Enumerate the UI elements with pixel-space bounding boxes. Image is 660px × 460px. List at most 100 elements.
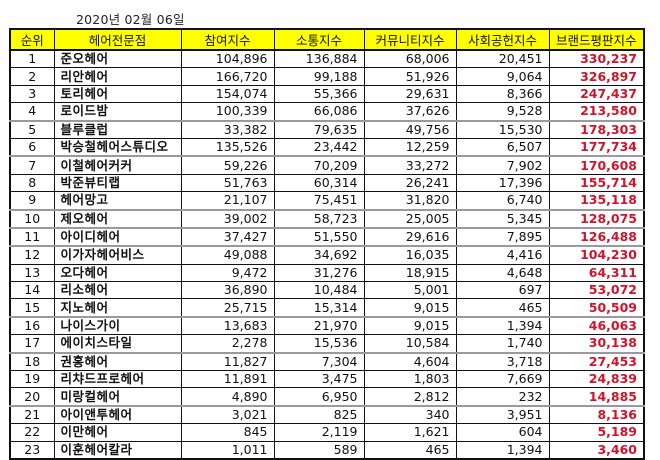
brand-score-cell: 14,885 xyxy=(548,387,645,407)
brand-score-cell: 3,460 xyxy=(548,441,645,460)
participation-cell: 36,890 xyxy=(180,281,275,300)
brand-score-cell: 135,118 xyxy=(548,191,645,211)
salon-name-cell: 나이스가이 xyxy=(53,316,182,336)
social-contribution-cell: 1,394 xyxy=(455,441,550,460)
table-row: 4 로이드밤 100,339 66,086 37,626 9,528 213,580 xyxy=(9,102,645,122)
community-cell: 2,812 xyxy=(363,387,457,407)
participation-cell: 37,427 xyxy=(180,227,275,248)
community-cell: 51,926 xyxy=(363,67,457,86)
table-row: 17 에이치스타일 2,278 15,536 10,584 1,740 30,138 xyxy=(9,334,645,354)
community-cell: 18,915 xyxy=(363,264,457,283)
rank-cell: 10 xyxy=(9,209,55,229)
communication-cell: 58,723 xyxy=(273,209,365,229)
rank-cell: 16 xyxy=(9,316,55,336)
social-contribution-cell: 4,416 xyxy=(455,246,550,265)
communication-cell: 21,970 xyxy=(273,316,365,336)
communication-cell: 51,550 xyxy=(273,227,365,248)
salon-name-cell: 박승철헤어스튜디오 xyxy=(53,138,182,158)
header-brand: 브랜드평판지수 xyxy=(548,28,645,51)
table-row: 5 블루클럽 33,382 79,635 49,756 15,530 178,303 xyxy=(9,120,645,139)
communication-cell: 6,950 xyxy=(273,387,365,407)
table-row: 13 오다헤어 9,472 31,276 18,915 4,648 64,311 xyxy=(9,264,645,283)
rank-cell: 4 xyxy=(9,102,55,122)
brand-score-cell: 50,509 xyxy=(548,298,645,318)
communication-cell: 70,209 xyxy=(273,156,365,175)
social-contribution-cell: 232 xyxy=(455,387,550,407)
community-cell: 25,005 xyxy=(363,209,457,229)
participation-cell: 4,890 xyxy=(180,387,275,407)
social-contribution-cell: 3,951 xyxy=(455,405,550,425)
brand-score-cell: 27,453 xyxy=(548,352,645,372)
community-cell: 1,621 xyxy=(363,423,457,442)
social-contribution-cell: 1,740 xyxy=(455,334,550,354)
participation-cell: 11,827 xyxy=(180,352,275,372)
social-contribution-cell: 9,064 xyxy=(455,67,550,86)
rank-cell: 15 xyxy=(9,298,55,318)
salon-name-cell: 아이앤투헤어 xyxy=(53,405,182,425)
brand-score-cell: 213,580 xyxy=(548,102,645,122)
rank-cell: 19 xyxy=(9,370,55,389)
salon-name-cell: 로이드밤 xyxy=(53,102,182,122)
social-contribution-cell: 7,895 xyxy=(455,227,550,248)
community-cell: 9,015 xyxy=(363,298,457,318)
brand-score-cell: 326,897 xyxy=(548,67,645,86)
community-cell: 340 xyxy=(363,405,457,425)
salon-name-cell: 리소헤어 xyxy=(53,281,182,300)
participation-cell: 25,715 xyxy=(180,298,275,318)
brand-score-cell: 330,237 xyxy=(548,50,645,69)
rank-cell: 13 xyxy=(9,264,55,283)
table-row: 8 박준뷰티랩 51,763 60,314 26,241 17,396 155,714 xyxy=(9,174,645,193)
participation-cell: 100,339 xyxy=(180,102,275,122)
community-cell: 37,626 xyxy=(363,102,457,122)
salon-name-cell: 권홍헤어 xyxy=(53,352,182,372)
table-row: 10 제오헤어 39,002 58,723 25,005 5,345 128,075 xyxy=(9,209,645,229)
participation-cell: 135,526 xyxy=(180,138,275,158)
rank-cell: 11 xyxy=(9,227,55,248)
communication-cell: 31,276 xyxy=(273,264,365,283)
communication-cell: 23,442 xyxy=(273,138,365,158)
table-row: 23 이훈헤어칼라 1,011 589 465 1,394 3,460 xyxy=(9,441,645,460)
participation-cell: 104,896 xyxy=(180,50,275,69)
salon-name-cell: 에이치스타일 xyxy=(53,334,182,354)
rank-cell: 9 xyxy=(9,191,55,211)
salon-name-cell: 지노헤어 xyxy=(53,298,182,318)
social-contribution-cell: 3,718 xyxy=(455,352,550,372)
communication-cell: 589 xyxy=(273,441,365,460)
community-cell: 29,616 xyxy=(363,227,457,248)
table-row: 19 리챠드프로헤어 11,891 3,475 1,803 7,669 24,839 xyxy=(9,370,645,389)
header-rank: 순위 xyxy=(9,28,55,51)
community-cell: 5,001 xyxy=(363,281,457,300)
table-row: 3 토리헤어 154,074 55,366 29,631 8,366 247,437 xyxy=(9,85,645,104)
header-community: 커뮤니티지수 xyxy=(363,28,457,51)
participation-cell: 13,683 xyxy=(180,316,275,336)
social-contribution-cell: 697 xyxy=(455,281,550,300)
social-contribution-cell: 7,902 xyxy=(455,156,550,175)
participation-cell: 166,720 xyxy=(180,67,275,86)
participation-cell: 9,472 xyxy=(180,264,275,283)
brand-score-cell: 53,072 xyxy=(548,281,645,300)
rank-cell: 5 xyxy=(9,120,55,139)
community-cell: 49,756 xyxy=(363,120,457,139)
participation-cell: 59,226 xyxy=(180,156,275,175)
table-row: 20 미랑컬헤어 4,890 6,950 2,812 232 14,885 xyxy=(9,387,645,407)
community-cell: 465 xyxy=(363,441,457,460)
table-row: 18 권홍헤어 11,827 7,304 4,604 3,718 27,453 xyxy=(9,352,645,372)
table-row: 15 지노헤어 25,715 15,314 9,015 465 50,509 xyxy=(9,298,645,318)
participation-cell: 49,088 xyxy=(180,246,275,265)
brand-score-cell: 24,839 xyxy=(548,370,645,389)
communication-cell: 75,451 xyxy=(273,191,365,211)
community-cell: 31,820 xyxy=(363,191,457,211)
participation-cell: 11,891 xyxy=(180,370,275,389)
communication-cell: 7,304 xyxy=(273,352,365,372)
table-row: 16 나이스가이 13,683 21,970 9,015 1,394 46,063 xyxy=(9,316,645,336)
community-cell: 1,803 xyxy=(363,370,457,389)
rank-cell: 21 xyxy=(9,405,55,425)
brand-score-cell: 178,303 xyxy=(548,120,645,139)
rank-cell: 18 xyxy=(9,352,55,372)
participation-cell: 1,011 xyxy=(180,441,275,460)
social-contribution-cell: 8,366 xyxy=(455,85,550,104)
table-row: 11 아이디헤어 37,427 51,550 29,616 7,895 126,488 xyxy=(9,227,645,248)
participation-cell: 21,107 xyxy=(180,191,275,211)
rank-cell: 14 xyxy=(9,281,55,300)
salon-name-cell: 준오헤어 xyxy=(53,50,182,69)
